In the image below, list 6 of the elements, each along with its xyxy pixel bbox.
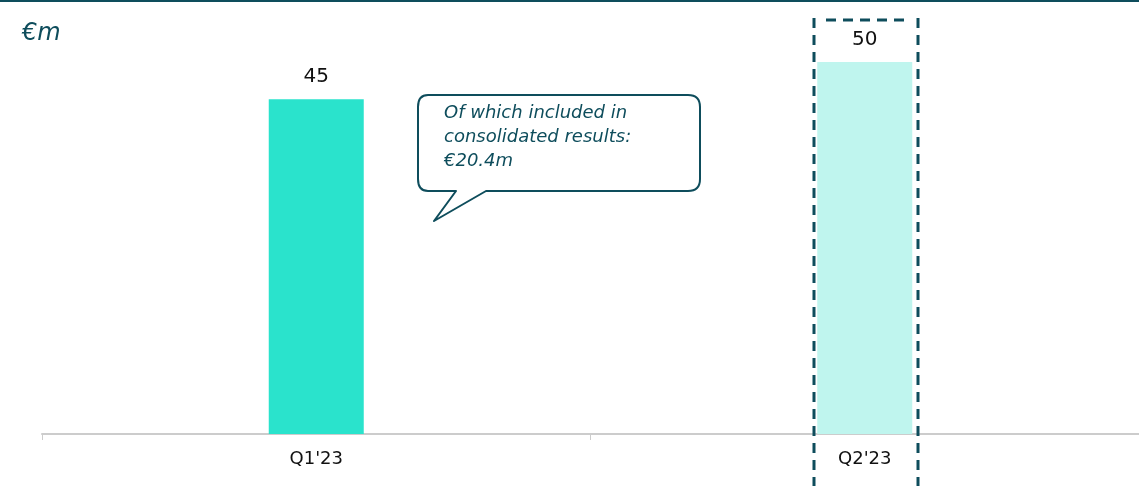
x-tick-label: Q1'23: [289, 446, 343, 468]
data-label: 50: [852, 26, 878, 50]
annotation: Of which included in consolidated results: €20.4m: [444, 100, 633, 172]
x-tick-label: Q2'23: [838, 446, 892, 468]
y-axis-title: €m: [21, 18, 61, 46]
data-label: 45: [303, 63, 329, 88]
